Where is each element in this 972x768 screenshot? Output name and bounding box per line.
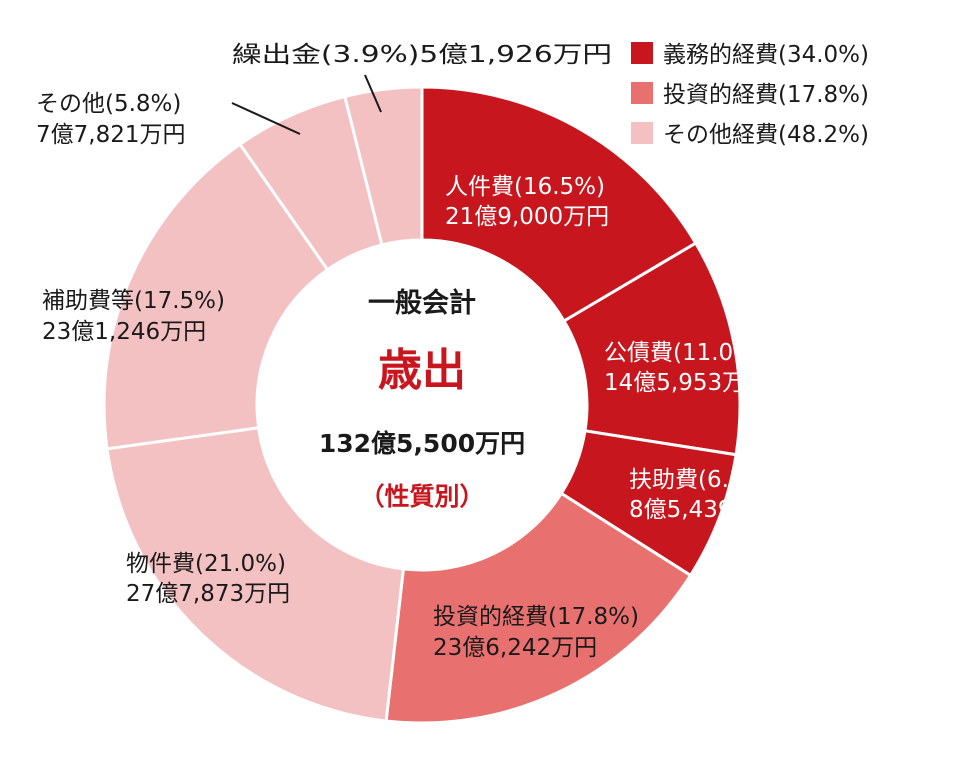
legend: 義務的経費(34.0%) 投資的経費(17.8%) その他経費(48.2%) [631, 42, 869, 148]
slice-0 [420, 85, 698, 324]
label-bukkenhi-line2: 27億7,873万円 [126, 581, 290, 607]
leader-line-sonota [231, 102, 301, 135]
label-jinkenhi-line1: 人件費(16.5%) [445, 174, 605, 200]
label-sonota-line2: 7億7,821万円 [36, 122, 185, 148]
label-hojohi-line2: 23億1,246万円 [42, 319, 206, 345]
slice-7 [343, 85, 424, 247]
label-kosaihi-line2: 14億5,953万円 [604, 370, 768, 396]
center-total: 132億5,500万円 [319, 429, 525, 458]
label-fujohi-line1: 扶助費(6.5%) [629, 467, 774, 493]
legend-swatch-gimuteki [631, 42, 653, 64]
slices-group [102, 85, 742, 725]
label-kuridashikin: 繰出金(3.9%)5億1,926万円 [232, 42, 612, 68]
label-toshiteki-line1: 投資的経費(17.8%) [433, 604, 639, 630]
label-hojohi-line1: 補助費等(17.5%) [42, 288, 225, 314]
legend-label-toshiteki: 投資的経費(17.8%) [663, 82, 869, 108]
center-main: 歳出 [378, 345, 466, 396]
label-toshiteki-line2: 23億6,242万円 [433, 635, 597, 661]
slice-3 [384, 491, 693, 725]
label-bukkenhi-line1: 物件費(21.0%) [126, 551, 286, 577]
leader-line-kuridashikin [364, 74, 382, 113]
label-fujohi-line2: 8億5,439万円 [629, 497, 778, 523]
label-kosaihi-line1: 公債費(11.0%) [604, 340, 764, 366]
legend-label-sonota: その他経費(48.2%) [663, 122, 869, 148]
label-jinkenhi-line2: 21億9,000万円 [445, 204, 609, 230]
slice-4 [105, 426, 406, 723]
legend-swatch-toshiteki [631, 82, 653, 104]
legend-swatch-sonota [631, 122, 653, 144]
slice-5 [102, 142, 330, 451]
legend-label-gimuteki: 義務的経費(34.0%) [663, 42, 869, 68]
center-subtitle: （性質別） [359, 482, 484, 511]
label-sonota-line1: その他(5.8%) [36, 91, 181, 117]
center-title: 一般会計 [368, 287, 476, 319]
